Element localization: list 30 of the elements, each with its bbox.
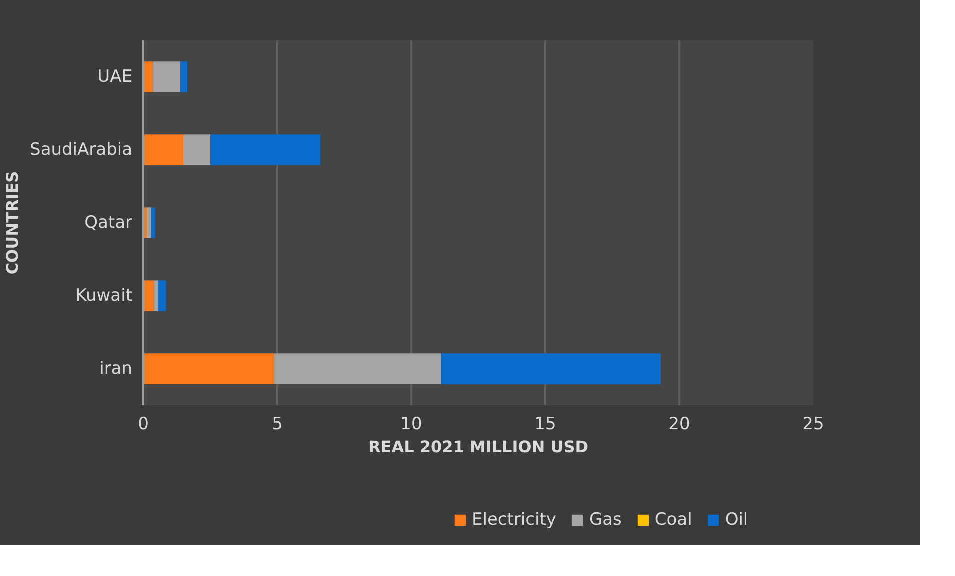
bar	[441, 354, 662, 384]
y-tick-label: Kuwait	[76, 286, 133, 306]
bar	[144, 354, 274, 384]
bar	[147, 208, 152, 238]
y-tick-label: iran	[100, 359, 132, 379]
x-tick-label: 5	[272, 414, 283, 434]
bar	[183, 134, 210, 166]
y-tick-label: SaudiArabia	[30, 140, 133, 160]
bar	[144, 280, 154, 312]
y-axis-title: COUNTRIES	[3, 171, 22, 275]
legend-label: Oil	[725, 510, 748, 530]
x-tick-label: 20	[668, 414, 690, 434]
bar	[144, 134, 184, 166]
x-tick-label: 10	[400, 414, 422, 434]
y-tick-label: Qatar	[84, 213, 133, 233]
x-tick-label: 0	[138, 414, 149, 434]
bar	[151, 208, 156, 238]
legend-label: Electricity	[472, 510, 556, 530]
bar	[153, 62, 180, 92]
bar	[154, 280, 158, 312]
legend-label: Gas	[589, 510, 622, 530]
x-tick-label: 15	[534, 414, 556, 434]
x-axis-title: REAL 2021 MILLION USD	[368, 438, 589, 456]
y-tick-label: UAE	[98, 67, 133, 87]
x-tick-label: 25	[802, 414, 824, 434]
bar	[274, 354, 442, 384]
bar	[158, 280, 166, 312]
bar	[210, 134, 320, 166]
legend-label: Coal	[654, 510, 692, 530]
bar	[180, 62, 188, 92]
